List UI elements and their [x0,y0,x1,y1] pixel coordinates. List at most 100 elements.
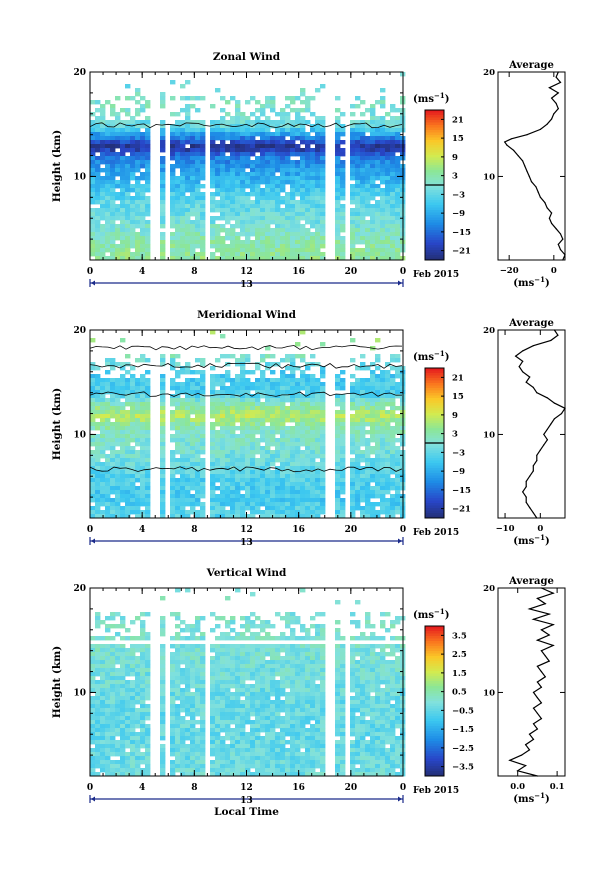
heatmap-cell [105,240,111,245]
heatmap-cell [225,510,231,515]
heatmap-cell [235,450,241,455]
heatmap-cell [270,248,276,253]
heatmap-cell [280,470,286,475]
heatmap-cell [385,152,391,157]
heatmap-cell [145,744,151,749]
heatmap-cell [310,482,316,487]
heatmap-cell [265,458,271,463]
heatmap-cell [130,176,136,181]
heatmap-cell [315,204,321,209]
heatmap-cell [250,434,256,439]
heatmap-cell [395,180,401,185]
heatmap-cell [310,406,316,411]
heatmap-cell [105,430,111,435]
heatmap-cell [95,168,101,173]
heatmap-cell [365,486,371,491]
heatmap-cell [215,382,221,387]
heatmap-cell [225,204,231,209]
heatmap-cell [100,434,106,439]
heatmap-cell [220,438,226,443]
heatmap-cell [120,160,126,165]
heatmap-cell [195,514,201,519]
heatmap-cell [145,510,151,515]
colorbar-band [425,408,444,411]
heatmap-cell [265,216,271,221]
heatmap-cell [160,232,166,237]
heatmap-cell [300,164,306,169]
heatmap-cell [105,672,111,677]
heatmap-cell [140,124,146,129]
heatmap-cell [310,418,316,423]
heatmap-cell [115,514,121,519]
heatmap-cell [195,462,201,467]
heatmap-cell [380,398,386,403]
heatmap-cell [185,434,191,439]
heatmap-cell [100,108,106,113]
heatmap-cell [250,462,256,467]
colorbar-band [425,190,444,193]
heatmap-cell [290,100,296,105]
heatmap-cell [350,148,356,153]
heatmap-cell [395,438,401,443]
heatmap-cell [125,156,131,161]
heatmap-cell [110,176,116,181]
heatmap-cell [185,124,191,129]
heatmap-cell [355,438,361,443]
heatmap-cell [135,100,141,105]
heatmap-cell [125,478,131,483]
heatmap-cell [320,462,326,467]
heatmap-cell [310,434,316,439]
heatmap-cell [170,140,176,145]
heatmap-cell [130,386,136,391]
heatmap-cell [215,192,221,197]
colorbar-band [425,433,444,436]
heatmap-cell [235,172,241,177]
heatmap-cell [260,248,266,253]
heatmap-cell [270,418,276,423]
heatmap-cell [260,446,266,451]
heatmap-cell [160,596,166,601]
heatmap-cell [250,216,256,221]
heatmap-cell [335,378,341,383]
heatmap-cell [265,490,271,495]
heatmap-cell [360,220,366,225]
heatmap-cell [175,494,181,499]
heatmap-cell [335,482,341,487]
heatmap-cell [275,248,281,253]
heatmap-cell [380,506,386,511]
heatmap-cell [390,514,396,519]
heatmap-cell [160,148,166,153]
heatmap-cell [300,200,306,205]
heatmap-cell [235,506,241,511]
average-point [532,465,534,467]
heatmap-cell [200,474,206,479]
heatmap-cell [385,410,391,415]
heatmap-cell [230,184,236,189]
heatmap-cell [145,680,151,685]
heatmap-cell [335,430,341,435]
heatmap-cell [200,140,206,145]
heatmap-cell [110,256,116,261]
colorbar-band [425,468,444,471]
heatmap-cell [90,494,96,499]
heatmap-cell [120,506,126,511]
heatmap-cell [370,410,376,415]
heatmap-cell [225,378,231,383]
heatmap-cell [130,244,136,249]
heatmap-cell [230,200,236,205]
heatmap-cell [300,402,306,407]
heatmap-cell [380,494,386,499]
heatmap-cell [390,382,396,387]
heatmap-cell [110,668,116,673]
heatmap-cell [135,494,141,499]
heatmap-cell [115,624,121,629]
heatmap-cell [90,382,96,387]
heatmap-cell [170,398,176,403]
heatmap-cell [135,514,141,519]
heatmap-cell [295,442,301,447]
heatmap-cell [175,510,181,515]
heatmap-cell [90,244,96,249]
heatmap-cell [125,688,131,693]
heatmap-cell [375,474,381,479]
heatmap-cell [375,188,381,193]
